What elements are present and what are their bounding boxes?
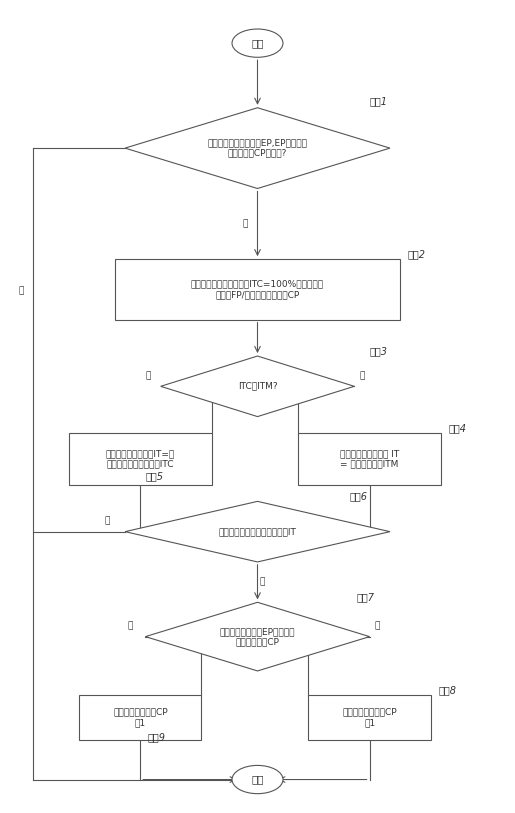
Polygon shape	[125, 108, 390, 189]
FancyBboxPatch shape	[79, 695, 201, 740]
Text: 当前占空比离散值CP
减1: 当前占空比离散值CP 减1	[113, 707, 168, 727]
Text: 占空比变化间隔时间 IT
= 允许间隔时间ITM: 占空比变化间隔时间 IT = 允许间隔时间ITM	[340, 450, 399, 468]
Ellipse shape	[232, 29, 283, 57]
Text: 当前占空比离散值CP
加1: 当前占空比离散值CP 加1	[342, 707, 397, 727]
Text: 步骤9: 步骤9	[148, 732, 166, 742]
Text: 开始: 开始	[251, 38, 264, 48]
Text: 是: 是	[375, 622, 380, 631]
Text: 步骤5: 步骤5	[145, 472, 163, 481]
Text: 占空比变化预测间隔时间ITC=100%占空比的离
散化值FP/当前占空比离散值CP: 占空比变化预测间隔时间ITC=100%占空比的离 散化值FP/当前占空比离散值C…	[191, 280, 324, 299]
Polygon shape	[161, 356, 354, 416]
FancyBboxPatch shape	[115, 259, 400, 320]
Text: 步骤6: 步骤6	[349, 491, 367, 502]
Text: 否: 否	[128, 622, 133, 631]
Text: 是: 是	[260, 577, 265, 587]
Text: 否: 否	[105, 516, 110, 525]
Polygon shape	[125, 502, 390, 562]
Text: 占空比变化间隔时间IT=占
空比变化预测间隔时间ITC: 占空比变化间隔时间IT=占 空比变化预测间隔时间ITC	[106, 450, 175, 468]
Polygon shape	[145, 602, 370, 671]
Text: 否: 否	[145, 372, 151, 380]
Text: 步骤3: 步骤3	[370, 346, 388, 356]
Text: 步骤4: 步骤4	[449, 423, 467, 433]
Text: 步骤2: 步骤2	[408, 249, 426, 259]
FancyBboxPatch shape	[298, 433, 441, 485]
Text: 结束: 结束	[251, 775, 264, 785]
Text: 是: 是	[359, 372, 365, 380]
Text: 步骤1: 步骤1	[370, 96, 388, 106]
Text: ITC＞ITM?: ITC＞ITM?	[238, 382, 277, 391]
Text: 步骤8: 步骤8	[438, 685, 456, 695]
Ellipse shape	[232, 765, 283, 793]
Text: 设定期望占空比离散值EP,EP与当前占
空比离散值CP相等吗?: 设定期望占空比离散值EP,EP与当前占 空比离散值CP相等吗?	[208, 138, 307, 158]
Text: 步骤7: 步骤7	[357, 593, 375, 602]
FancyBboxPatch shape	[69, 433, 212, 485]
FancyBboxPatch shape	[308, 695, 431, 740]
Text: 否: 否	[242, 220, 247, 228]
Text: 是否达到占空比变化间隔时间IT: 是否达到占空比变化间隔时间IT	[218, 527, 297, 536]
Text: 期望占空比离散值EP大于当前
占空比离散值CP: 期望占空比离散值EP大于当前 占空比离散值CP	[220, 627, 295, 646]
Text: 是: 是	[18, 286, 24, 295]
